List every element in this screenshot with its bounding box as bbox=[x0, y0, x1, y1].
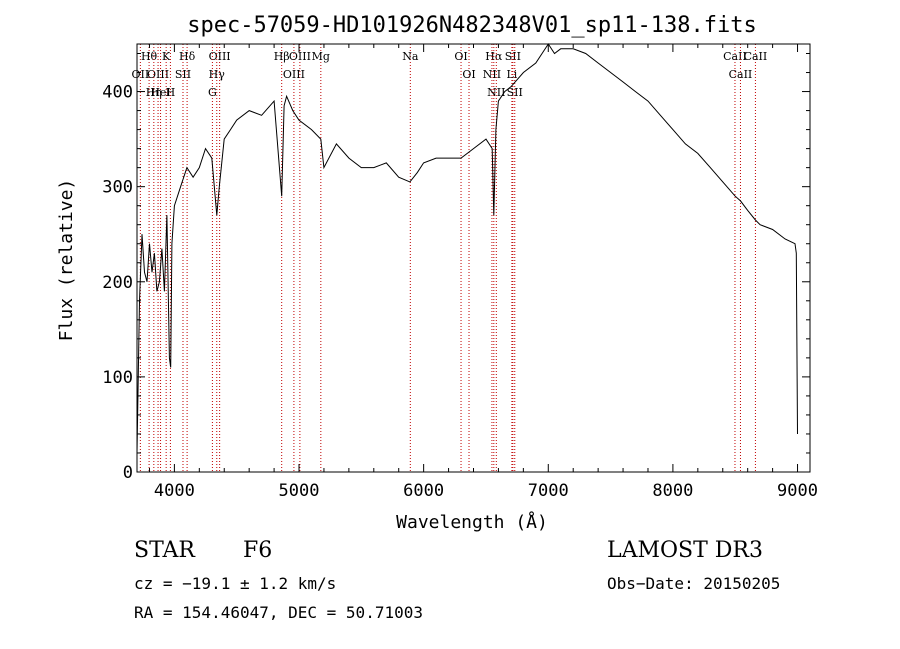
spectral-line-label: OIII bbox=[209, 50, 231, 63]
spectrum-series-line bbox=[136, 43, 798, 454]
y-tick-label: 300 bbox=[102, 178, 133, 198]
spectral-line-label: H bbox=[166, 86, 176, 99]
spectral-line-label: OII bbox=[132, 68, 150, 81]
spectral-line-label: Hγ bbox=[209, 68, 226, 81]
spectral-line-label: K bbox=[162, 50, 171, 63]
spectral-line-label: OIII bbox=[289, 50, 311, 63]
spectral-line-label: OIII bbox=[283, 68, 305, 81]
x-tick-label: 8000 bbox=[652, 481, 693, 501]
spectral-line-label: Hδ bbox=[179, 50, 196, 63]
x-tick-label: 9000 bbox=[777, 481, 818, 501]
spectral-line-label: OI bbox=[462, 68, 475, 81]
spectral-line-label: Mg bbox=[312, 50, 330, 63]
spectral-line-label: NII bbox=[483, 68, 501, 81]
spectral-line-label: SII bbox=[505, 50, 521, 63]
x-tick-label: 4000 bbox=[154, 481, 195, 501]
y-tick-label: 400 bbox=[102, 83, 133, 103]
coordinates: RA = 154.46047, DEC = 50.71003 bbox=[134, 603, 423, 622]
spectral-line-label: Hη bbox=[146, 86, 162, 99]
spectral-line-label: SII bbox=[507, 86, 523, 99]
spectral-line-label: Hθ bbox=[141, 50, 158, 63]
redshift-cz: cz = −19.1 ± 1.2 km/s bbox=[134, 574, 337, 593]
x-tick-label: 7000 bbox=[528, 481, 569, 501]
spectral-line-label: OI bbox=[454, 50, 467, 63]
x-axis-label: Wavelength (Å) bbox=[396, 511, 548, 533]
spectral-line-label: HeI bbox=[150, 86, 170, 99]
x-tick-label: 5000 bbox=[279, 481, 320, 501]
chart-title: spec-57059-HD101926N482348V01_sp11-138.f… bbox=[187, 13, 757, 38]
spectral-line-label: Na bbox=[402, 50, 419, 63]
y-tick-label: 0 bbox=[123, 463, 133, 483]
spectral-line-label: Hβ bbox=[274, 50, 290, 63]
y-tick-label: 200 bbox=[102, 273, 133, 293]
object-class: STAR bbox=[134, 538, 195, 563]
spectral-line-label: CaII bbox=[729, 68, 753, 81]
spectral-line-label: OIII bbox=[147, 68, 169, 81]
spectral-line-label: Hα bbox=[485, 50, 503, 63]
spectral-line-label: G bbox=[208, 86, 217, 99]
spectral-line-label: NII bbox=[487, 86, 505, 99]
observation-date: Obs−Date: 20150205 bbox=[607, 574, 781, 593]
spectral-line-label: Li bbox=[506, 68, 517, 81]
subclass: F6 bbox=[243, 538, 273, 563]
plot-frame bbox=[136, 43, 811, 473]
survey-name: LAMOST DR3 bbox=[607, 538, 763, 563]
spectral-line-label: SII bbox=[175, 68, 191, 81]
spectral-line-label: CaII bbox=[744, 50, 768, 63]
y-tick-label: 100 bbox=[102, 368, 133, 388]
x-tick-label: 6000 bbox=[403, 481, 444, 501]
axis-ticks: 4000 5000 6000 7000 8000 9000 0 100 200 300 400 bbox=[102, 44, 818, 501]
y-axis-label: Flux (relative) bbox=[56, 179, 77, 342]
